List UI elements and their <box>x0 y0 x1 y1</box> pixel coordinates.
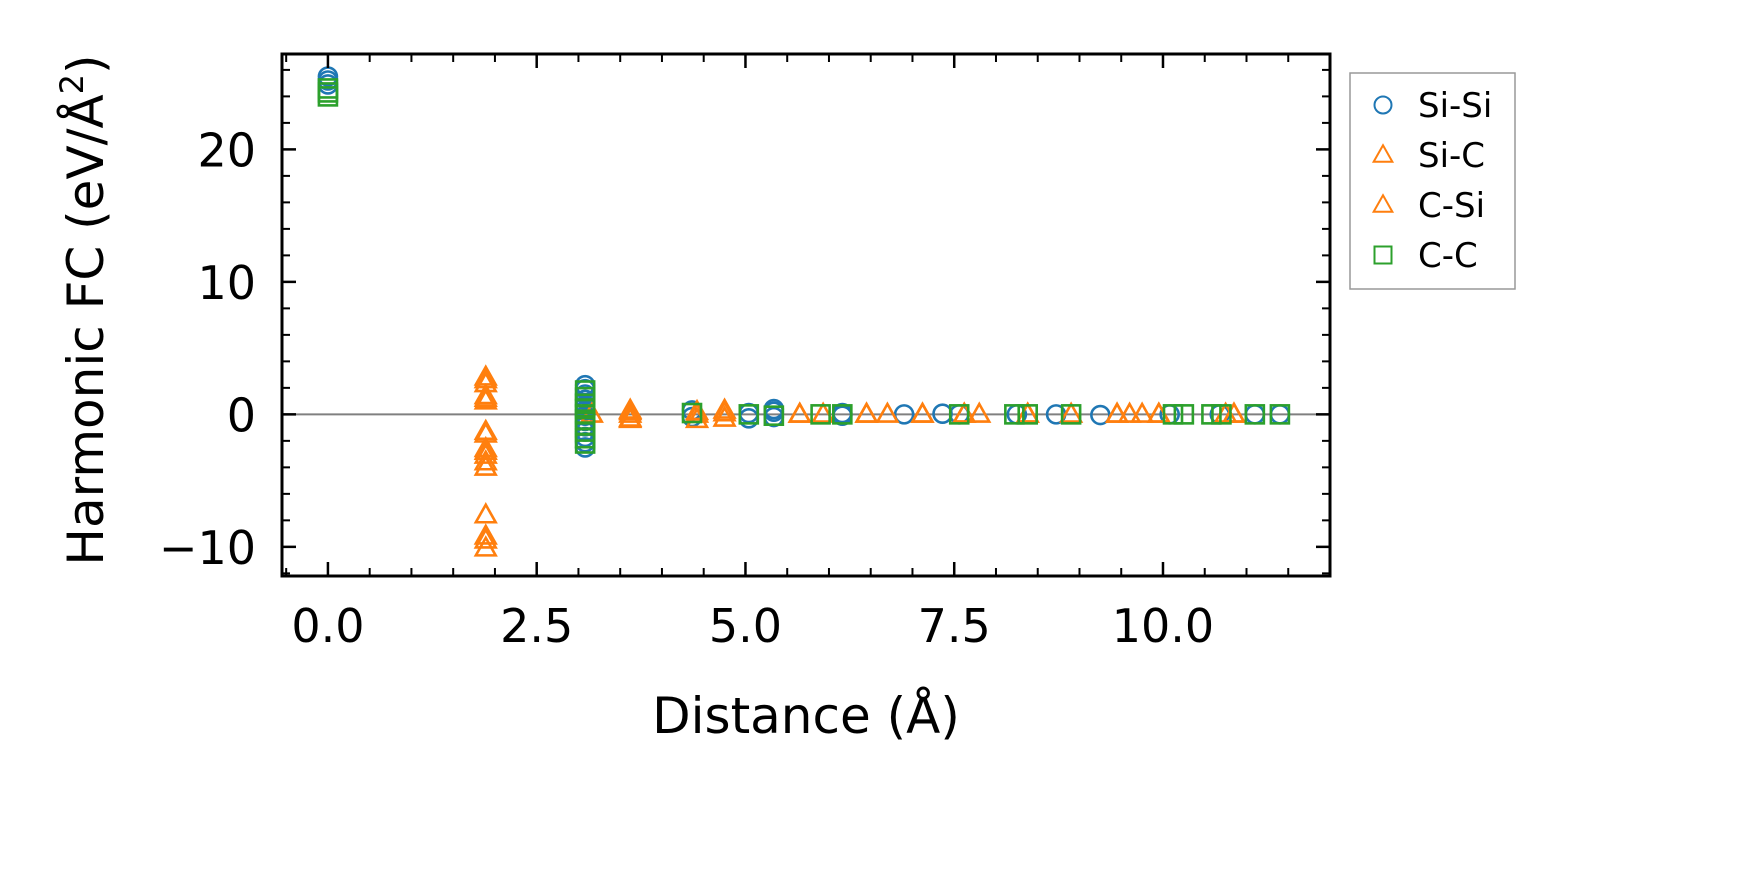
tick-labels: 0.0 2.5 5.0 7.5 10.0 −10 0 10 20 <box>159 123 1214 653</box>
data-point-c-c <box>738 404 760 425</box>
data-point-si-c <box>473 442 498 464</box>
data-point-si-c <box>473 502 498 524</box>
legend-box <box>1349 72 1516 290</box>
data-point-c-c <box>1004 404 1025 425</box>
data-point-si-c <box>712 397 737 419</box>
y-axis-label: Harmonic FC (eV/Å2) <box>53 54 115 565</box>
data-point-c-c <box>1162 404 1184 425</box>
data-point-c-c <box>832 404 853 425</box>
y-axis-label-superscript: 2 <box>53 74 91 94</box>
data-point-c-c <box>574 433 596 454</box>
data-point-c-c <box>1017 404 1039 425</box>
data-point-si-c <box>473 388 498 410</box>
data-point-si-c <box>1129 401 1155 423</box>
data-point-c-c <box>1060 404 1082 425</box>
x-tick-label: 10.0 <box>1112 599 1214 653</box>
data-point-si-c <box>473 454 498 476</box>
data-point-c-c <box>1211 404 1232 425</box>
data-point-c-si <box>1221 401 1247 423</box>
legend-label-si-c: Si-C <box>1418 136 1485 176</box>
data-point-c-c <box>763 405 785 426</box>
data-point-c-si <box>910 401 935 423</box>
data-point-si-c <box>712 405 737 427</box>
x-tick-label: 5.0 <box>709 599 782 653</box>
y-tick-label: −10 <box>159 521 256 575</box>
data-point-c-c <box>681 402 703 424</box>
legend-marker-c-si <box>1371 193 1395 213</box>
legend-marker-c-c <box>1373 245 1393 265</box>
y-axis-label-main: Harmonic FC (eV/Å <box>57 94 115 565</box>
data-point-c-si <box>1104 401 1130 423</box>
data-point-c-si <box>473 385 498 407</box>
y-tick-label: 20 <box>197 123 256 177</box>
data-point-c-si <box>618 405 643 427</box>
data-point-c-si <box>473 449 498 471</box>
legend-label-c-si: C-Si <box>1418 186 1485 226</box>
data-point-c-c <box>1244 404 1266 425</box>
series-c-c <box>317 78 1291 454</box>
data-point-c-si <box>473 523 498 545</box>
x-axis-label: Distance (Å) <box>652 687 960 745</box>
x-tick-label: 2.5 <box>500 599 573 653</box>
data-point-c-si <box>787 401 812 423</box>
data-point-si-c <box>618 401 643 423</box>
data-point-c-c <box>810 404 831 425</box>
y-tick-label: 10 <box>197 256 256 310</box>
x-tick-label: 0.0 <box>291 599 364 653</box>
legend-label-si-si: Si-Si <box>1418 86 1492 126</box>
legend-label-c-c: C-C <box>1418 236 1478 276</box>
data-point-si-c <box>473 535 498 557</box>
y-tick-label: 0 <box>227 388 256 442</box>
data-point-si-c <box>473 382 498 405</box>
data-point-c-c <box>1173 404 1195 425</box>
axis-ticks <box>282 54 1330 576</box>
data-point-si-si <box>893 404 915 425</box>
y-axis-label-close: ) <box>57 54 115 74</box>
data-point-c-si <box>473 438 498 460</box>
data-point-c-c <box>317 86 339 107</box>
plot-frame <box>280 52 1332 578</box>
data-point-si-c <box>1059 401 1084 423</box>
data-point-c-si <box>712 400 737 422</box>
data-point-c-si <box>618 398 643 421</box>
legend-marker-si-c <box>1371 143 1395 163</box>
legend-marker-si-si <box>1373 95 1393 115</box>
data-point-si-c <box>875 401 900 423</box>
x-tick-label: 7.5 <box>918 599 991 653</box>
data-point-si-c <box>967 401 992 423</box>
data-point-si-c <box>473 527 498 549</box>
data-point-si-c <box>810 401 836 423</box>
plot-area <box>282 66 1330 557</box>
data-point-c-c <box>948 404 970 425</box>
data-point-si-c <box>1117 401 1142 423</box>
data-point-c-c <box>1269 404 1291 425</box>
legend: Si-Si Si-C C-Si C-C <box>1349 72 1516 290</box>
data-point-c-si <box>854 401 879 423</box>
legend-items: Si-Si Si-C C-Si C-C <box>1371 86 1492 276</box>
